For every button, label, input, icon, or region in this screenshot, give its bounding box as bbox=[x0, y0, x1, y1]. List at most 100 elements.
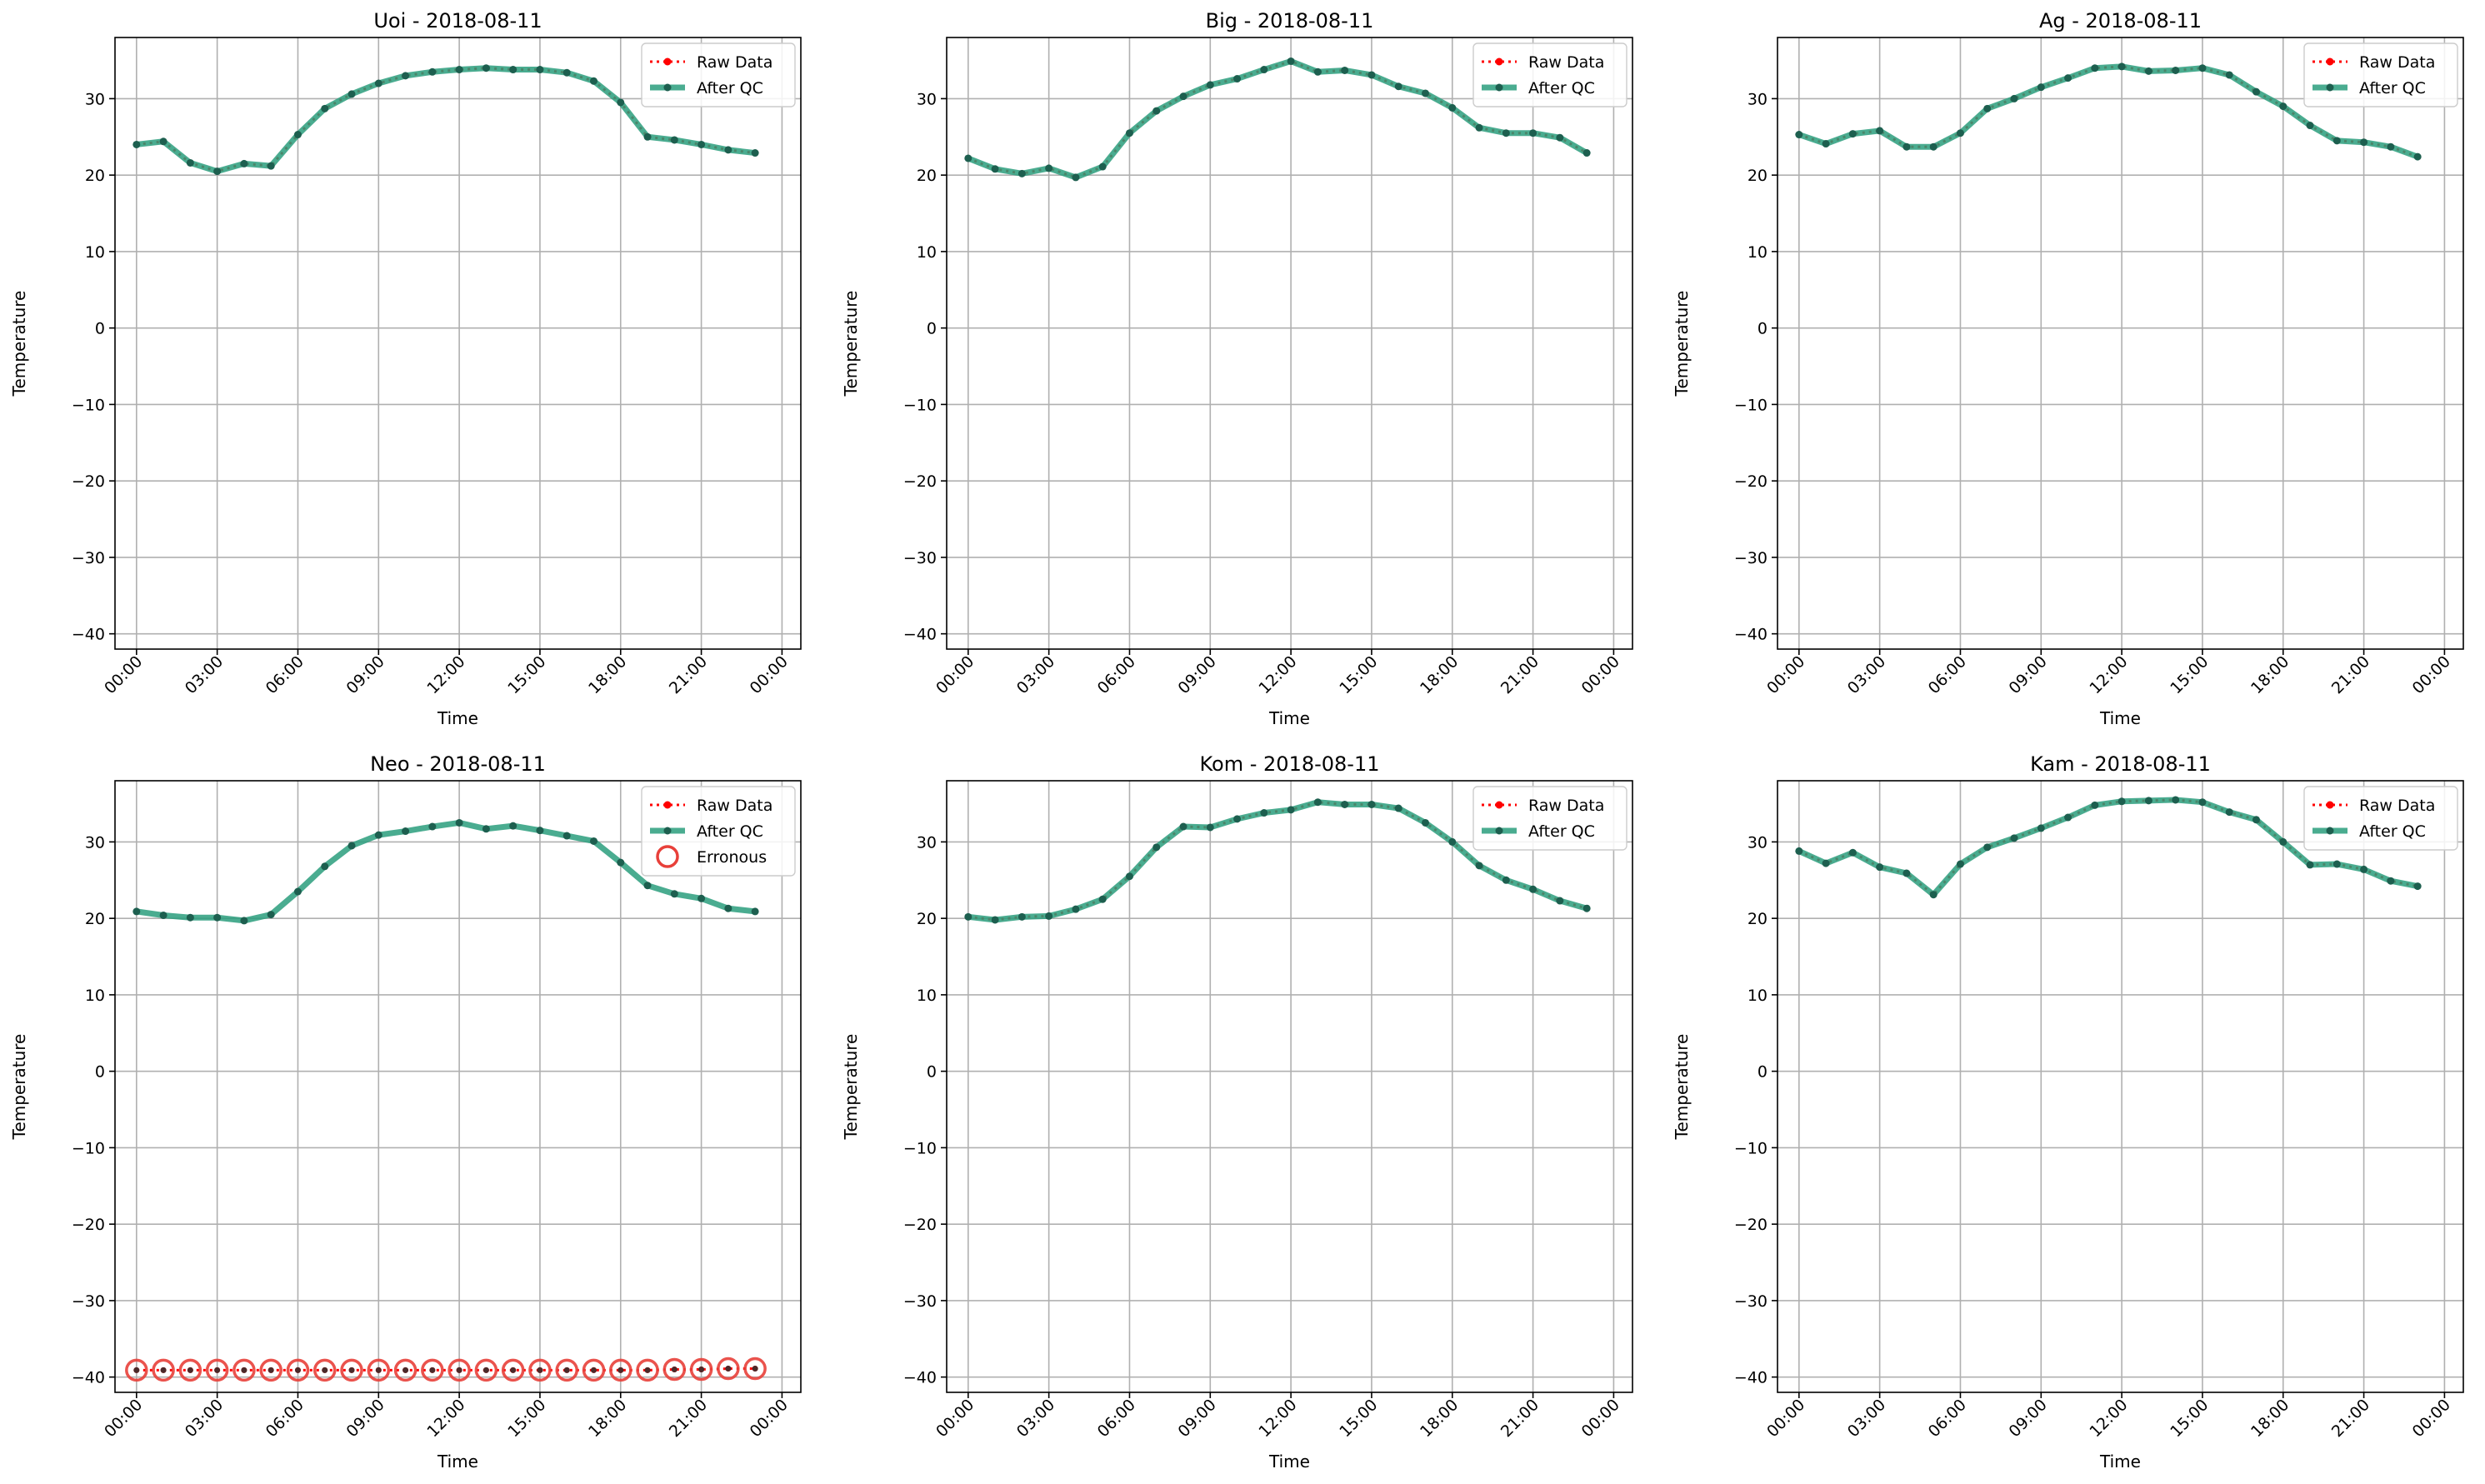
data-point-erroneous bbox=[286, 1358, 310, 1382]
y-tick-label: 30 bbox=[85, 90, 105, 108]
x-tick-label: 12:00 bbox=[1255, 652, 1300, 697]
legend: Raw Data After QC Erronous bbox=[641, 786, 796, 877]
data-point-after-qc bbox=[293, 131, 302, 139]
data-point-erroneous bbox=[393, 1358, 418, 1382]
data-point-after-qc bbox=[536, 827, 544, 835]
x-tick-label: 00:00 bbox=[1578, 1396, 1623, 1441]
x-tick-label: 03:00 bbox=[1013, 652, 1058, 697]
legend-box bbox=[641, 42, 796, 107]
x-tick-label: 00:00 bbox=[747, 652, 792, 697]
data-point-after-qc bbox=[1956, 129, 1964, 137]
y-tick-label: −20 bbox=[72, 1216, 105, 1234]
data-point-after-qc bbox=[724, 904, 732, 912]
y-tick-label: 30 bbox=[917, 833, 937, 852]
y-tick-label: −30 bbox=[903, 1292, 937, 1311]
subplot-ag: −40 −30 −20 −10 0 10 20 30 00:00 03:00 06:00 09:00 1… bbox=[1672, 9, 2464, 728]
data-point-after-qc bbox=[374, 831, 382, 839]
x-tick-label: 12:00 bbox=[2086, 652, 2131, 697]
y-tick-label: −20 bbox=[1734, 1216, 1768, 1234]
data-point-erroneous-center bbox=[698, 1366, 705, 1372]
data-point-after-qc bbox=[2360, 138, 2368, 147]
x-tick-label: 03:00 bbox=[182, 1396, 227, 1441]
x-tick-label: 00:00 bbox=[2409, 1396, 2454, 1441]
data-point-after-qc bbox=[1876, 127, 1884, 135]
data-point-erroneous bbox=[609, 1358, 632, 1382]
data-point-after-qc bbox=[1502, 876, 1510, 884]
legend-marker-after-qc bbox=[2326, 83, 2334, 92]
x-axis-label: Time bbox=[437, 1452, 478, 1472]
x-tick-label: 06:00 bbox=[1094, 652, 1139, 697]
data-point-after-qc bbox=[1929, 142, 1938, 151]
x-tick-label: 21:00 bbox=[666, 1396, 711, 1441]
data-point-after-qc bbox=[1152, 843, 1161, 852]
series-line-after-qc bbox=[1798, 63, 2419, 160]
x-tick-label: 00:00 bbox=[2409, 652, 2454, 697]
legend-marker-after-qc bbox=[1495, 83, 1503, 92]
data-point-erroneous-center bbox=[537, 1367, 543, 1373]
data-point-after-qc bbox=[2064, 74, 2072, 82]
data-point-after-qc bbox=[2144, 797, 2152, 805]
x-tick-label: 00:00 bbox=[101, 652, 146, 697]
legend-marker-raw-data bbox=[2326, 801, 2334, 809]
data-point-erroneous-center bbox=[510, 1367, 517, 1373]
data-point-erroneous bbox=[367, 1358, 391, 1382]
y-tick-label: −30 bbox=[72, 549, 105, 567]
x-tick-label: 18:00 bbox=[2248, 652, 2292, 697]
data-point-after-qc bbox=[1475, 123, 1483, 132]
axes-frame bbox=[1777, 37, 2464, 650]
data-point-after-qc bbox=[2306, 861, 2314, 869]
data-point-after-qc bbox=[402, 72, 410, 80]
series-line-raw-data bbox=[136, 1367, 756, 1372]
data-point-after-qc bbox=[132, 140, 141, 148]
data-point-after-qc bbox=[1556, 897, 1564, 905]
data-point-after-qc bbox=[991, 916, 999, 924]
data-point-erroneous bbox=[152, 1358, 175, 1382]
data-point-after-qc bbox=[2037, 824, 2045, 832]
y-tick-label: −30 bbox=[1734, 549, 1768, 567]
data-point-erroneous-center bbox=[482, 1367, 489, 1373]
x-tick-label: 03:00 bbox=[1844, 652, 1889, 697]
y-tick-label: −10 bbox=[72, 396, 105, 414]
data-point-after-qc bbox=[751, 149, 759, 157]
data-point-after-qc bbox=[1368, 800, 1376, 808]
legend-label: After QC bbox=[2359, 822, 2426, 841]
data-point-after-qc bbox=[1556, 133, 1564, 142]
data-point-after-qc bbox=[1098, 162, 1107, 171]
data-point-erroneous bbox=[555, 1358, 578, 1382]
data-point-after-qc bbox=[1848, 130, 1857, 138]
x-axis-label: Time bbox=[1268, 1452, 1310, 1472]
data-point-erroneous-center bbox=[294, 1367, 301, 1373]
data-point-erroneous bbox=[448, 1358, 471, 1382]
data-point-erroneous-center bbox=[214, 1367, 221, 1373]
data-point-after-qc bbox=[2118, 797, 2126, 806]
axes-frame bbox=[946, 37, 1633, 650]
x-tick-label: 15:00 bbox=[504, 652, 549, 697]
data-point-after-qc bbox=[643, 132, 652, 141]
data-point-erroneous-center bbox=[429, 1367, 436, 1373]
data-point-erroneous bbox=[474, 1358, 498, 1382]
data-point-erroneous-center bbox=[375, 1367, 382, 1373]
data-point-erroneous-center bbox=[752, 1366, 758, 1372]
data-point-erroneous-center bbox=[402, 1367, 409, 1373]
x-tick-label: 15:00 bbox=[2167, 652, 2212, 697]
data-point-after-qc bbox=[2387, 142, 2395, 151]
data-point-after-qc bbox=[2387, 877, 2395, 885]
x-tick-label: 12:00 bbox=[423, 1396, 468, 1441]
data-point-after-qc bbox=[2198, 798, 2207, 807]
data-point-after-qc bbox=[1902, 869, 1911, 877]
data-point-after-qc bbox=[1233, 815, 1242, 823]
data-point-after-qc bbox=[1018, 169, 1026, 177]
data-point-after-qc bbox=[1529, 885, 1538, 893]
x-tick-label: 09:00 bbox=[343, 1396, 388, 1441]
data-point-after-qc bbox=[2225, 71, 2233, 79]
y-tick-label: −40 bbox=[72, 626, 105, 644]
data-point-after-qc bbox=[402, 827, 410, 836]
data-point-after-qc bbox=[267, 911, 275, 919]
y-tick-label: 10 bbox=[85, 987, 105, 1005]
y-axis-label: Temperature bbox=[841, 1034, 861, 1141]
data-point-erroneous-center bbox=[590, 1367, 597, 1373]
legend-label: Raw Data bbox=[697, 797, 772, 815]
data-point-after-qc bbox=[159, 911, 168, 919]
legend-box bbox=[2303, 42, 2458, 107]
data-point-after-qc bbox=[159, 137, 168, 146]
